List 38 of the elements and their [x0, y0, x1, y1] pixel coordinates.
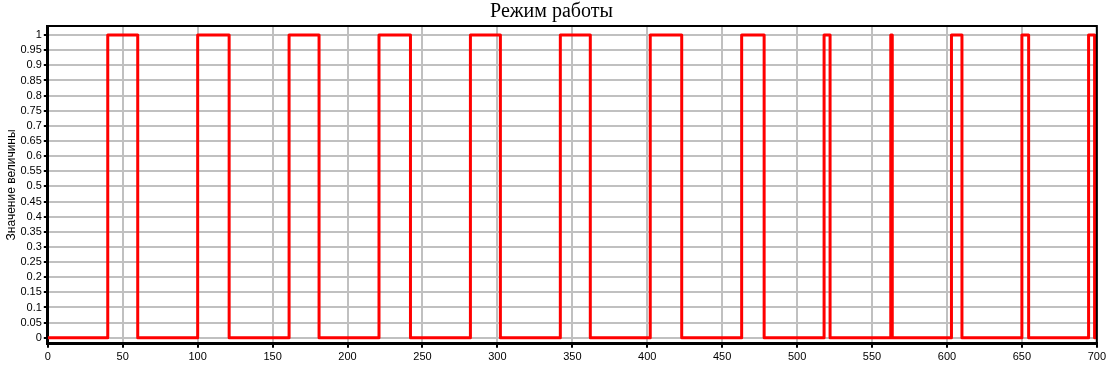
y-tick-label: 0.1 [26, 300, 42, 313]
x-tick-label: 350 [563, 350, 582, 363]
x-tick-label: 200 [338, 350, 357, 363]
x-tick-label: 400 [638, 350, 657, 363]
y-tick-label: 0.5 [26, 179, 42, 192]
x-tick-label: 500 [787, 350, 807, 363]
x-tick-label: 650 [1012, 350, 1032, 363]
x-tick-label: 700 [1087, 350, 1106, 363]
y-tick-label: 0.9 [26, 58, 42, 71]
y-tick-label: 0.8 [26, 88, 42, 101]
y-tick-label: 0.25 [20, 255, 42, 268]
x-tick-label: 250 [413, 350, 432, 363]
chart-title: Режим работы [490, 0, 613, 23]
y-tick-label: 0.7 [26, 118, 42, 131]
y-tick-label: 0.15 [20, 285, 42, 298]
y-tick-label: 0.75 [20, 103, 42, 116]
y-tick-label: 0.55 [20, 164, 42, 177]
y-tick-label: 0.3 [26, 239, 42, 252]
y-tick-label: 0.35 [20, 224, 42, 237]
y-tick-label: 0.65 [20, 134, 42, 147]
x-tick-label: 300 [488, 350, 507, 363]
x-tick-label: 0 [44, 350, 51, 363]
y-tick-label: 1 [35, 28, 42, 41]
y-tick-label: 0.4 [26, 209, 42, 222]
y-tick-label: 0.6 [26, 149, 42, 162]
x-tick-label: 600 [937, 350, 957, 363]
x-tick-label: 100 [188, 350, 207, 363]
y-tick-label: 0.2 [26, 270, 42, 283]
y-tick-label: 0 [35, 330, 42, 343]
y-tick-label: 0.45 [20, 194, 42, 207]
x-tick-label: 450 [713, 350, 732, 363]
x-tick-label: 550 [862, 350, 882, 363]
x-tick-label: 150 [263, 350, 282, 363]
y-axis-title: Значение величины [3, 129, 18, 241]
x-tick-label: 50 [116, 350, 129, 363]
y-tick-label: 0.85 [20, 73, 42, 86]
y-tick-label: 0.95 [20, 43, 42, 56]
y-tick-label: 0.05 [20, 315, 42, 328]
